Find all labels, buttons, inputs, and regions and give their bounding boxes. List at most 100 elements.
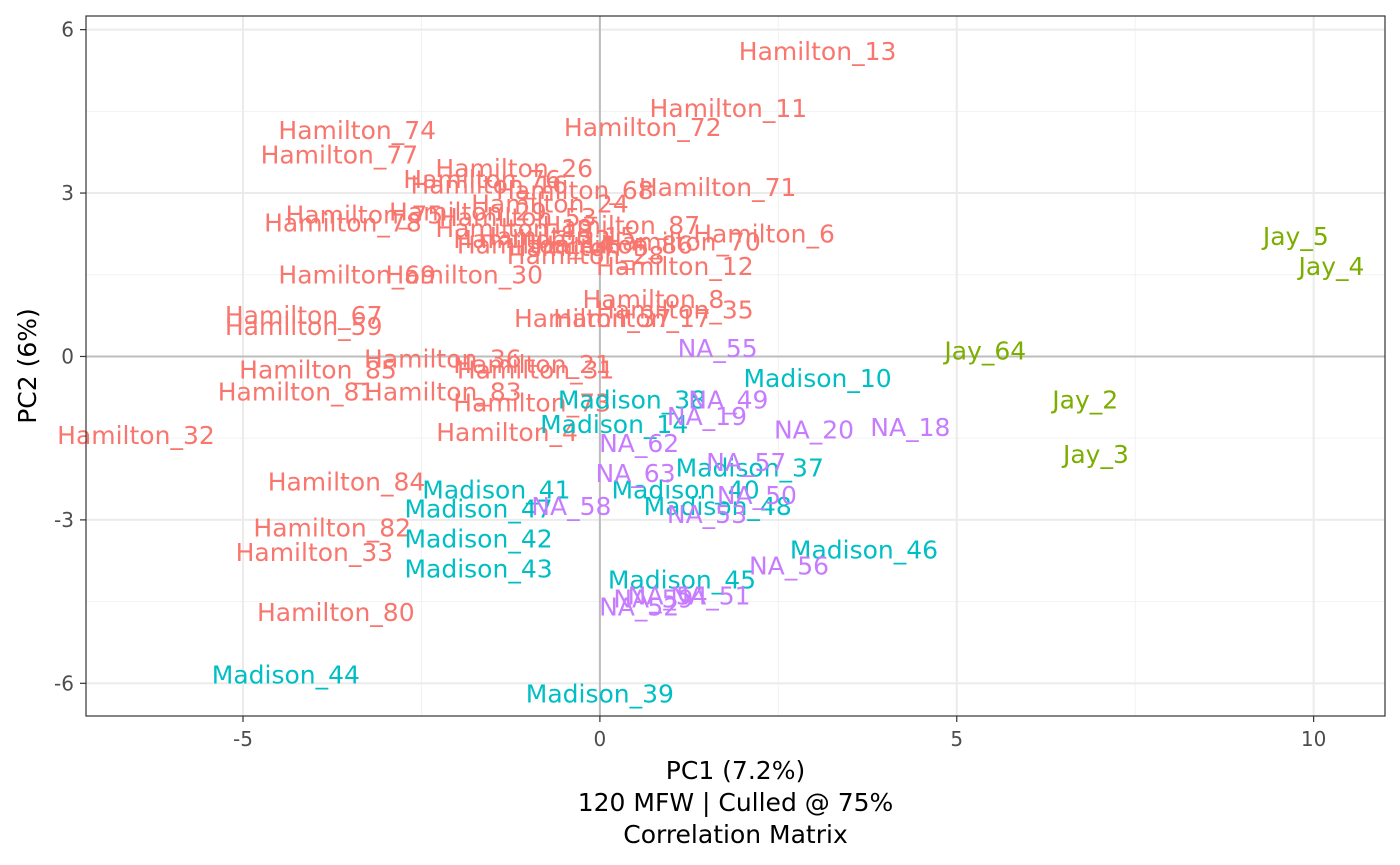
y-tick-label: 6 — [61, 18, 74, 42]
x-axis: -5 0 5 10 — [233, 716, 1326, 751]
point-label: Jay_5 — [1261, 222, 1329, 251]
point-label: Hamilton_69 — [278, 260, 436, 289]
point-label: Hamilton_83 — [364, 377, 522, 406]
panel-border — [85, 15, 1386, 717]
point-label: NA_51 — [670, 582, 750, 611]
point-label: Hamilton_74 — [278, 116, 436, 145]
point-label: Madison_39 — [526, 680, 674, 709]
point-label: Hamilton_53 — [439, 203, 597, 232]
point-label: Hamilton_33 — [236, 538, 394, 567]
point-label: Hamilton_80 — [257, 598, 415, 627]
point-label: Hamilton_21 — [453, 350, 611, 379]
point-label: NA_59 — [613, 584, 693, 613]
point-label: Hamilton_71 — [639, 173, 797, 202]
point-label: NA_63 — [596, 459, 676, 488]
point-label: Hamilton_24 — [471, 189, 629, 218]
point-label: Hamilton_59 — [225, 312, 383, 341]
point-label: Jay_4 — [1297, 252, 1365, 281]
point-label: Hamilton_35 — [596, 296, 754, 325]
y-tick-label: 0 — [61, 344, 74, 368]
y-tick-label: 3 — [61, 181, 74, 205]
point-label: NA_54 — [628, 582, 708, 611]
x-axis-subtitle-line-1: 120 MFW | Culled @ 75% — [578, 788, 894, 817]
point-label: Hamilton_32 — [57, 421, 215, 450]
x-tick-label: 5 — [950, 727, 963, 751]
point-label: Hamilton_70 — [603, 228, 761, 257]
point-label: Hamilton_28 — [507, 241, 665, 270]
y-tick-label: -3 — [54, 508, 74, 532]
point-label: Hamilton_73 — [453, 388, 611, 417]
point-label: Jay_3 — [1061, 440, 1129, 469]
point-label: Hamilton_26 — [435, 154, 593, 183]
x-tick-label: -5 — [233, 727, 253, 751]
point-label: Hamilton_82 — [253, 514, 411, 543]
point-label: Hamilton_5 — [508, 233, 650, 262]
point-label: NA_49 — [688, 386, 768, 415]
point-label: Hamilton_87 — [542, 211, 700, 240]
point-label: Hamilton_11 — [650, 94, 808, 123]
point-label: Hamilton_16 — [410, 170, 568, 199]
point-label: Madison_14 — [540, 410, 688, 439]
point-label: Hamilton_81 — [218, 377, 376, 406]
minor-gridlines — [86, 16, 1385, 716]
point-label: NA_57 — [706, 448, 786, 477]
point-label: Madison_42 — [404, 524, 552, 553]
point-label: Madison_41 — [422, 475, 570, 504]
x-tick-label: 10 — [1301, 727, 1326, 751]
point-label: Hamilton_67 — [225, 301, 383, 330]
point-label: Madison_37 — [676, 454, 824, 483]
y-axis: -6 -3 0 3 6 — [54, 18, 86, 695]
point-label: Hamilton_68 — [496, 176, 654, 205]
point-label: Hamilton_75 — [286, 200, 444, 229]
point-label: Hamilton_19 — [435, 214, 593, 243]
point-label: Madison_43 — [404, 554, 552, 583]
point-label: Madison_45 — [608, 565, 756, 594]
point-label: Madison_46 — [790, 535, 938, 564]
point-labels: Hamilton_13Hamilton_11Hamilton_72Hamilto… — [57, 37, 1364, 709]
point-label: NA_55 — [678, 334, 758, 363]
zero-reference-lines — [86, 16, 1385, 716]
point-label: Hamilton_30 — [385, 260, 543, 289]
point-label: NA_50 — [717, 481, 797, 510]
point-label: Hamilton_15 — [478, 222, 636, 251]
x-axis-title: PC1 (7.2%) — [666, 756, 805, 785]
point-label: NA_52 — [599, 593, 679, 622]
point-label: Hamilton_76 — [403, 165, 561, 194]
point-label: Hamilton_13 — [739, 37, 897, 66]
point-label: Madison_48 — [644, 492, 792, 521]
y-axis-title: PC2 (6%) — [13, 308, 42, 424]
point-label: Hamilton_4 — [436, 418, 578, 447]
x-axis-subtitle-line-2: Correlation Matrix — [623, 820, 848, 849]
point-label: Hamilton_84 — [268, 467, 426, 496]
point-label: NA_62 — [599, 429, 679, 458]
point-label: Hamilton_29 — [389, 198, 547, 227]
point-label: NA_20 — [774, 416, 854, 445]
point-label: Hamilton_72 — [564, 113, 722, 142]
point-label: Madison_38 — [558, 386, 706, 415]
point-label: Hamilton_77 — [261, 140, 419, 169]
point-label: NA_56 — [749, 552, 829, 581]
point-label: Hamilton_6 — [693, 219, 835, 248]
point-label: NA_58 — [531, 492, 611, 521]
point-label: Hamilton_36 — [364, 345, 522, 374]
point-label: NA_18 — [870, 413, 950, 442]
point-label: Jay_2 — [1050, 386, 1118, 415]
point-label: Hamilton_12 — [596, 252, 754, 281]
point-label: Jay_64 — [942, 337, 1026, 366]
point-label: NA_53 — [667, 500, 747, 529]
point-label: Madison_47 — [404, 494, 552, 523]
point-label: Hamilton_31 — [457, 356, 615, 385]
y-tick-label: -6 — [54, 671, 74, 695]
point-label: Madison_44 — [212, 661, 360, 690]
point-label: Hamilton_17 — [553, 304, 711, 333]
point-label: Hamilton_8 — [583, 285, 725, 314]
point-label: Hamilton_37 — [514, 304, 672, 333]
point-label: Madison_40 — [611, 475, 759, 504]
point-label: Hamilton_78 — [264, 209, 422, 238]
point-label: Hamilton_22 — [453, 225, 611, 254]
x-tick-label: 0 — [594, 727, 607, 751]
point-label: Hamilton_14 — [457, 230, 615, 259]
point-label: Madison_10 — [743, 364, 891, 393]
point-label: NA_19 — [667, 402, 747, 431]
